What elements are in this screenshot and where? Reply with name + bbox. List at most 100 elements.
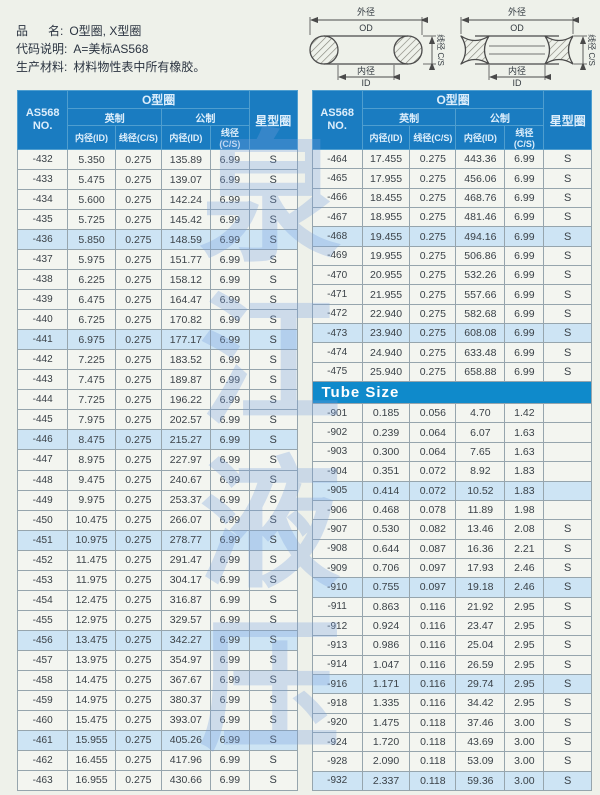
code-desc-label: 代码说明: [16, 42, 68, 56]
cell-as568-no: -464 [311, 148, 363, 170]
cell-as568-no: -905 [311, 480, 363, 501]
table-row: -442 7.225 0.275 183.52 6.99 S [16, 349, 298, 371]
table-row: -435 5.725 0.275 145.42 6.99 S [16, 209, 298, 231]
cell-cs-mm: 6.99 [209, 589, 250, 611]
cell-star: S [248, 669, 298, 691]
cell-star: S [248, 769, 298, 792]
cell-id-inch: 24.940 [361, 342, 411, 363]
id-label: 内径 [357, 65, 375, 76]
cell-cs-inch: 0.275 [114, 469, 162, 491]
col-header-as568-no: AS568 NO. [16, 90, 69, 150]
o-ring-diagram: 外径 OD 内径 ID 线径 C/S [309, 6, 446, 88]
cell-id-mm: 633.48 [455, 342, 506, 363]
cell-id-mm: 291.47 [160, 549, 211, 571]
col-header-id-mm: 内径(ID) [160, 125, 211, 150]
cell-id-mm: 481.46 [455, 207, 506, 228]
cell-id-inch: 21.955 [361, 284, 411, 305]
cell-cs-inch: 0.275 [114, 649, 162, 671]
table-body-left: -432 5.350 0.275 135.89 6.99 S -433 5.475 0.275 1… [16, 148, 298, 792]
cell-cs-mm: 2.08 [504, 519, 545, 540]
cell-cs-mm: 6.99 [209, 429, 250, 451]
cell-cs-inch: 0.275 [114, 429, 162, 451]
col-header-star-ring: 星型圈 [248, 90, 298, 150]
table-row: -465 17.955 0.275 456.06 6.99 S [311, 168, 592, 189]
cell-as568-no: -912 [311, 615, 363, 637]
table-row: -454 12.475 0.275 316.87 6.99 S [16, 589, 298, 611]
cell-star: S [248, 629, 298, 651]
col-header-id-inch: 内径(ID) [361, 125, 411, 150]
product-name-label: 品 名: [16, 24, 64, 38]
cell-cs-mm: 2.95 [504, 673, 545, 695]
cell-id-inch: 7.225 [67, 349, 116, 371]
cell-as568-no: -475 [311, 361, 363, 383]
cell-as568-no: -460 [16, 709, 69, 731]
cell-cs-inch: 0.064 [409, 422, 457, 443]
cell-id-mm: 278.77 [160, 529, 211, 551]
cell-id-mm: 170.82 [160, 309, 211, 331]
cell-cs-mm: 6.99 [504, 361, 545, 383]
cell-id-mm: 304.17 [160, 569, 211, 591]
cell-cs-mm: 3.00 [504, 751, 545, 772]
cell-id-mm: 13.46 [455, 519, 506, 540]
cell-id-mm: 29.74 [455, 673, 506, 695]
cell-id-mm: 23.47 [455, 615, 506, 637]
col-header-id-inch: 内径(ID) [67, 125, 116, 150]
table-row: -461 15.955 0.275 405.26 6.99 S [16, 729, 298, 751]
cell-cs-inch: 0.275 [409, 148, 457, 170]
cell-id-inch: 10.475 [67, 509, 116, 531]
cell-id-inch: 19.955 [361, 245, 411, 267]
cell-cs-inch: 0.275 [409, 342, 457, 363]
material-value: 材料物性表中所有橡胶。 [73, 60, 206, 74]
col-header-metric: 公制 [455, 108, 545, 126]
cell-cs-inch: 0.275 [114, 209, 162, 231]
cell-as568-no: -455 [16, 609, 69, 631]
cell-cs-inch: 0.275 [114, 629, 162, 651]
cell-cs-mm: 6.99 [209, 609, 250, 631]
table-row: -902 0.239 0.064 6.07 1.63 [311, 422, 592, 443]
cell-id-mm: 177.17 [160, 329, 211, 351]
table-row: -453 11.975 0.275 304.17 6.99 S [16, 569, 298, 591]
cell-id-inch: 7.975 [67, 409, 116, 431]
cell-id-mm: 608.08 [455, 323, 506, 344]
cell-star: S [248, 569, 298, 591]
table-row: -432 5.350 0.275 135.89 6.99 S [16, 148, 298, 171]
cell-as568-no: -438 [16, 269, 69, 291]
table-row: -918 1.335 0.116 34.42 2.95 S [311, 693, 592, 714]
cell-star: S [248, 249, 298, 271]
cell-star: S [543, 207, 592, 228]
cell-id-inch: 5.350 [67, 148, 116, 171]
cell-star: S [248, 549, 298, 571]
cell-id-mm: 142.24 [160, 189, 211, 211]
cell-star [543, 461, 592, 482]
cell-as568-no: -467 [311, 207, 363, 228]
cell-star: S [248, 269, 298, 291]
cell-cs-inch: 0.116 [409, 654, 457, 675]
cell-cs-inch: 0.275 [114, 709, 162, 731]
table-row: -468 19.455 0.275 494.16 6.99 S [311, 226, 592, 247]
cell-cs-mm: 2.21 [504, 538, 545, 559]
cell-star: S [248, 369, 298, 391]
cell-id-mm: 658.88 [455, 361, 506, 383]
cell-id-inch: 5.975 [67, 249, 116, 271]
cell-id-inch: 0.986 [361, 635, 411, 656]
o-ring-section-right [393, 35, 423, 65]
cell-id-mm: 417.96 [160, 749, 211, 771]
cell-star: S [543, 673, 592, 695]
table-row: -450 10.475 0.275 266.07 6.99 S [16, 509, 298, 531]
cell-star: S [543, 342, 592, 363]
cell-star: S [543, 519, 592, 540]
cell-as568-no: -903 [311, 441, 363, 463]
cell-cs-inch: 0.275 [114, 189, 162, 211]
table-row: -462 16.455 0.275 417.96 6.99 S [16, 749, 298, 771]
cell-star [543, 499, 592, 521]
cell-cs-mm: 6.99 [209, 549, 250, 571]
cell-id-mm: 135.89 [160, 148, 211, 171]
table-row: -460 15.475 0.275 393.07 6.99 S [16, 709, 298, 731]
cell-cs-mm: 6.99 [504, 303, 545, 325]
cell-star: S [248, 449, 298, 471]
cell-cs-inch: 0.078 [409, 499, 457, 521]
cell-as568-no: -449 [16, 489, 69, 511]
cell-as568-no: -434 [16, 189, 69, 211]
cell-id-inch: 5.600 [67, 189, 116, 211]
cell-id-inch: 0.863 [361, 596, 411, 617]
